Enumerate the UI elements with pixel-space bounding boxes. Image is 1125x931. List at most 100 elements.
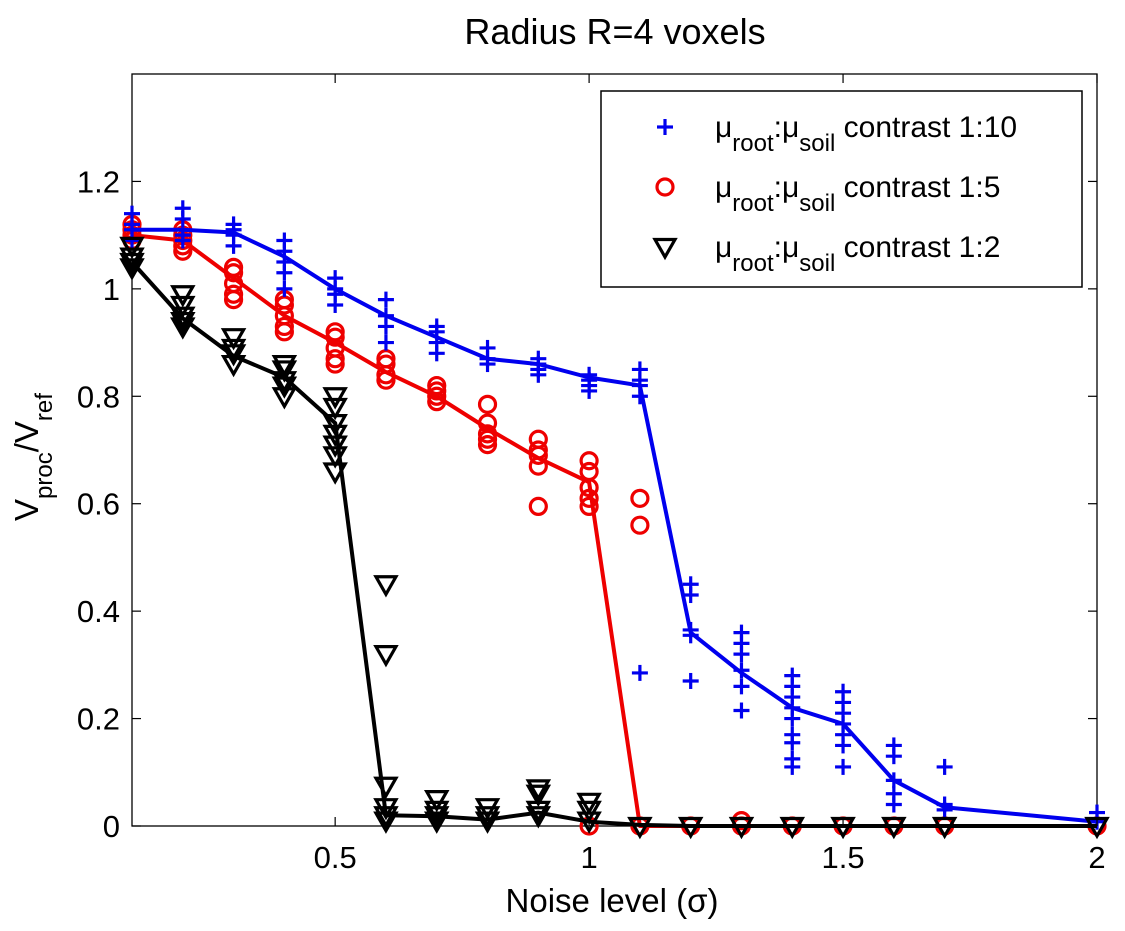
data-point-plus — [377, 318, 394, 335]
data-point-triangle-down — [423, 800, 450, 824]
data-point-circle — [325, 349, 345, 369]
x-tick-label: 1 — [580, 840, 597, 875]
data-point-circle — [579, 488, 599, 508]
data-point-triangle-down — [576, 800, 602, 824]
data-point-plus — [327, 296, 344, 313]
data-point-circle — [579, 496, 599, 516]
data-point-plus — [784, 710, 801, 727]
data-point-triangle-down — [119, 258, 145, 281]
data-point-triangle-down — [322, 462, 348, 485]
x-axis-label: Noise level (σ) — [506, 882, 719, 919]
data-point-triangle-down — [119, 252, 145, 276]
series-line-plus — [132, 227, 1098, 824]
y-tick-label: 0.2 — [77, 702, 120, 737]
data-point-triangle-down — [271, 371, 298, 394]
data-point-triangle-down — [881, 816, 907, 840]
data-point-triangle-down — [271, 360, 298, 383]
data-point-triangle-down — [525, 784, 552, 807]
data-point-plus — [885, 772, 902, 789]
data-point-circle — [427, 381, 447, 401]
plot-frame — [131, 73, 1098, 827]
x-tick-label: 0.5 — [314, 840, 357, 875]
legend-entry: μroot:μsoil contrast 1:2 — [652, 231, 1000, 277]
data-point-circle — [274, 316, 294, 337]
data-point-triangle-down — [373, 575, 399, 598]
data-point-triangle-down — [271, 354, 298, 378]
data-point-triangle-down — [373, 776, 399, 799]
data-point-triangle-down — [220, 328, 247, 351]
data-point-circle — [274, 295, 294, 315]
data-point-triangle-down — [322, 397, 348, 421]
y-tick-label: 0.4 — [77, 594, 120, 629]
data-point-plus — [631, 388, 648, 405]
data-point-plus — [479, 356, 496, 373]
data-point-triangle-down — [119, 236, 145, 260]
data-point-triangle-down — [931, 816, 958, 840]
data-point-triangle-down — [627, 816, 653, 840]
legend-entry: μroot:μsoil contrast 1:5 — [655, 171, 1000, 217]
data-point-plus — [936, 801, 953, 818]
data-point-circle — [427, 386, 447, 406]
y-axis-label: Vproc/Vref — [8, 393, 58, 521]
data-point-plus — [733, 702, 750, 719]
data-point-plus — [784, 758, 801, 775]
x-tick-label: 1.5 — [821, 840, 864, 875]
y-tick-label: 1.2 — [77, 164, 120, 199]
data-point-plus — [174, 232, 191, 249]
data-point-plus — [784, 734, 801, 751]
data-point-plus — [936, 758, 953, 775]
data-point-triangle-down — [525, 779, 552, 802]
data-point-triangle-down — [220, 338, 247, 362]
legend-label: μroot:μsoil contrast 1:5 — [715, 171, 1000, 217]
data-point-plus — [835, 737, 852, 754]
data-point-plus — [885, 796, 902, 813]
series-triangle-down — [119, 236, 1110, 840]
x-axis-ticks: 0.5 1 1.5 2 — [314, 74, 1106, 875]
data-point-triangle-down — [474, 806, 501, 829]
data-point-triangle-down — [779, 816, 806, 840]
data-point-triangle-down — [170, 317, 196, 340]
data-point-triangle-down — [170, 295, 196, 319]
data-point-circle — [528, 445, 548, 465]
y-tick-label: 0.6 — [77, 487, 120, 522]
data-point-plus — [682, 672, 699, 689]
data-point-circle — [477, 429, 498, 449]
legend: μroot:μsoil contrast 1:10 μroot:μsoil con… — [600, 90, 1083, 288]
data-point-plus — [733, 646, 750, 663]
data-point-triangle-down — [322, 435, 348, 458]
legend-marker-plus — [657, 119, 673, 135]
data-point-plus — [276, 280, 293, 297]
data-point-triangle-down — [576, 811, 602, 834]
data-point-plus — [225, 237, 242, 254]
data-point-circle — [223, 263, 244, 283]
y-tick-label: 0 — [103, 809, 120, 844]
data-point-circle — [630, 488, 650, 508]
data-point-triangle-down — [677, 816, 704, 840]
data-point-triangle-down — [373, 811, 399, 834]
data-point-plus — [428, 345, 445, 362]
data-point-circle — [325, 327, 345, 347]
data-point-plus — [124, 232, 140, 249]
data-point-circle — [427, 392, 447, 412]
data-point-plus — [885, 748, 902, 765]
data-point-plus — [530, 366, 547, 383]
legend-entry: μroot:μsoil contrast 1:10 — [657, 111, 1017, 157]
x-tick-label: 2 — [1088, 840, 1105, 875]
series-plus — [124, 200, 1105, 830]
data-point-triangle-down — [322, 387, 348, 410]
data-point-circle — [579, 478, 599, 498]
data-point-plus — [377, 291, 394, 308]
data-point-circle — [477, 394, 498, 414]
data-point-circle — [528, 456, 548, 476]
legend-marker-triangle-down — [652, 237, 678, 261]
data-point-triangle-down — [423, 806, 450, 829]
data-point-triangle-down — [220, 344, 247, 367]
data-point-plus — [377, 334, 394, 351]
data-point-triangle-down — [119, 247, 145, 270]
data-point-plus — [174, 211, 191, 228]
data-point-triangle-down — [322, 424, 348, 448]
data-point-circle — [223, 284, 244, 304]
data-point-triangle-down — [220, 354, 247, 378]
data-point-plus — [631, 664, 648, 681]
